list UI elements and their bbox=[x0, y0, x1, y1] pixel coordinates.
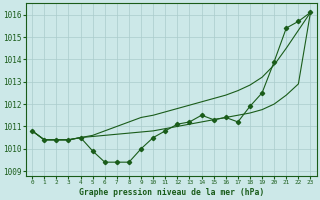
X-axis label: Graphe pression niveau de la mer (hPa): Graphe pression niveau de la mer (hPa) bbox=[79, 188, 264, 197]
